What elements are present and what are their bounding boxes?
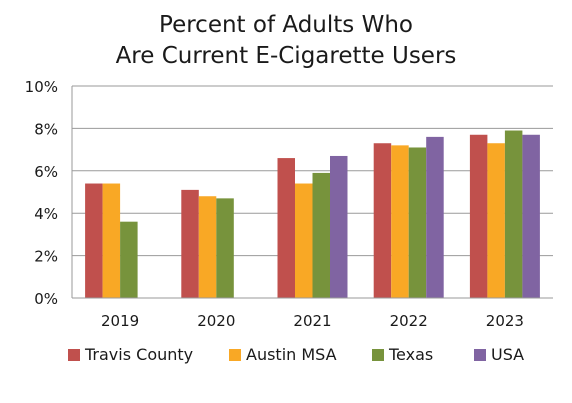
x-tick-label: 2021 — [293, 312, 331, 330]
legend-label-usa: USA — [491, 345, 524, 364]
bar-austin-msa-2022 — [391, 145, 409, 298]
x-tick-label: 2019 — [101, 312, 139, 330]
legend-label-travis-county: Travis County — [84, 345, 193, 364]
bar-usa-2022 — [426, 136, 444, 298]
x-tick-label: 2023 — [486, 312, 524, 330]
bar-travis-county-2019 — [85, 183, 103, 298]
chart-title-line-2: Are Current E-Cigarette Users — [115, 43, 457, 69]
legend-swatch-travis-county — [68, 349, 80, 361]
bars — [85, 130, 540, 298]
y-tick-label: 0% — [34, 290, 58, 308]
bar-austin-msa-2023 — [487, 143, 505, 298]
bar-texas-2019 — [120, 221, 138, 298]
bar-texas-2021 — [312, 172, 330, 298]
bar-austin-msa-2019 — [102, 183, 121, 298]
legend-label-texas: Texas — [388, 345, 433, 364]
x-axis: 2019 2020 2021 2022 2023 — [72, 297, 553, 330]
bar-texas-2022 — [408, 147, 427, 298]
bar-texas-2023 — [504, 130, 523, 298]
legend-label-austin-msa: Austin MSA — [246, 345, 337, 364]
y-tick-label: 4% — [34, 205, 58, 223]
legend-swatch-usa — [474, 349, 486, 361]
bar-usa-2021 — [330, 155, 348, 298]
y-tick-label: 6% — [34, 163, 58, 181]
y-tick-label: 2% — [34, 248, 58, 266]
y-tick-label: 8% — [34, 120, 58, 138]
bar-travis-county-2023 — [469, 134, 488, 298]
legend-swatch-austin-msa — [229, 349, 241, 361]
y-tick-label: 10% — [25, 78, 58, 96]
bar-texas-2020 — [216, 198, 234, 298]
chart-title-line-1: Percent of Adults Who — [159, 12, 413, 38]
bar-usa-2023 — [522, 134, 540, 298]
bar-travis-county-2020 — [181, 189, 199, 298]
x-tick-label: 2022 — [390, 312, 428, 330]
bar-travis-county-2022 — [373, 143, 392, 298]
legend: Travis County Austin MSA Texas USA — [68, 345, 524, 364]
bar-travis-county-2021 — [277, 158, 295, 298]
bar-austin-msa-2020 — [198, 196, 217, 298]
y-axis: 0% 2% 4% 6% 8% 10% — [25, 78, 73, 308]
bar-austin-msa-2021 — [295, 183, 313, 298]
chart-title: Percent of Adults Who Are Current E-Ciga… — [0, 10, 572, 72]
legend-swatch-texas — [372, 349, 384, 361]
x-tick-label: 2020 — [197, 312, 235, 330]
